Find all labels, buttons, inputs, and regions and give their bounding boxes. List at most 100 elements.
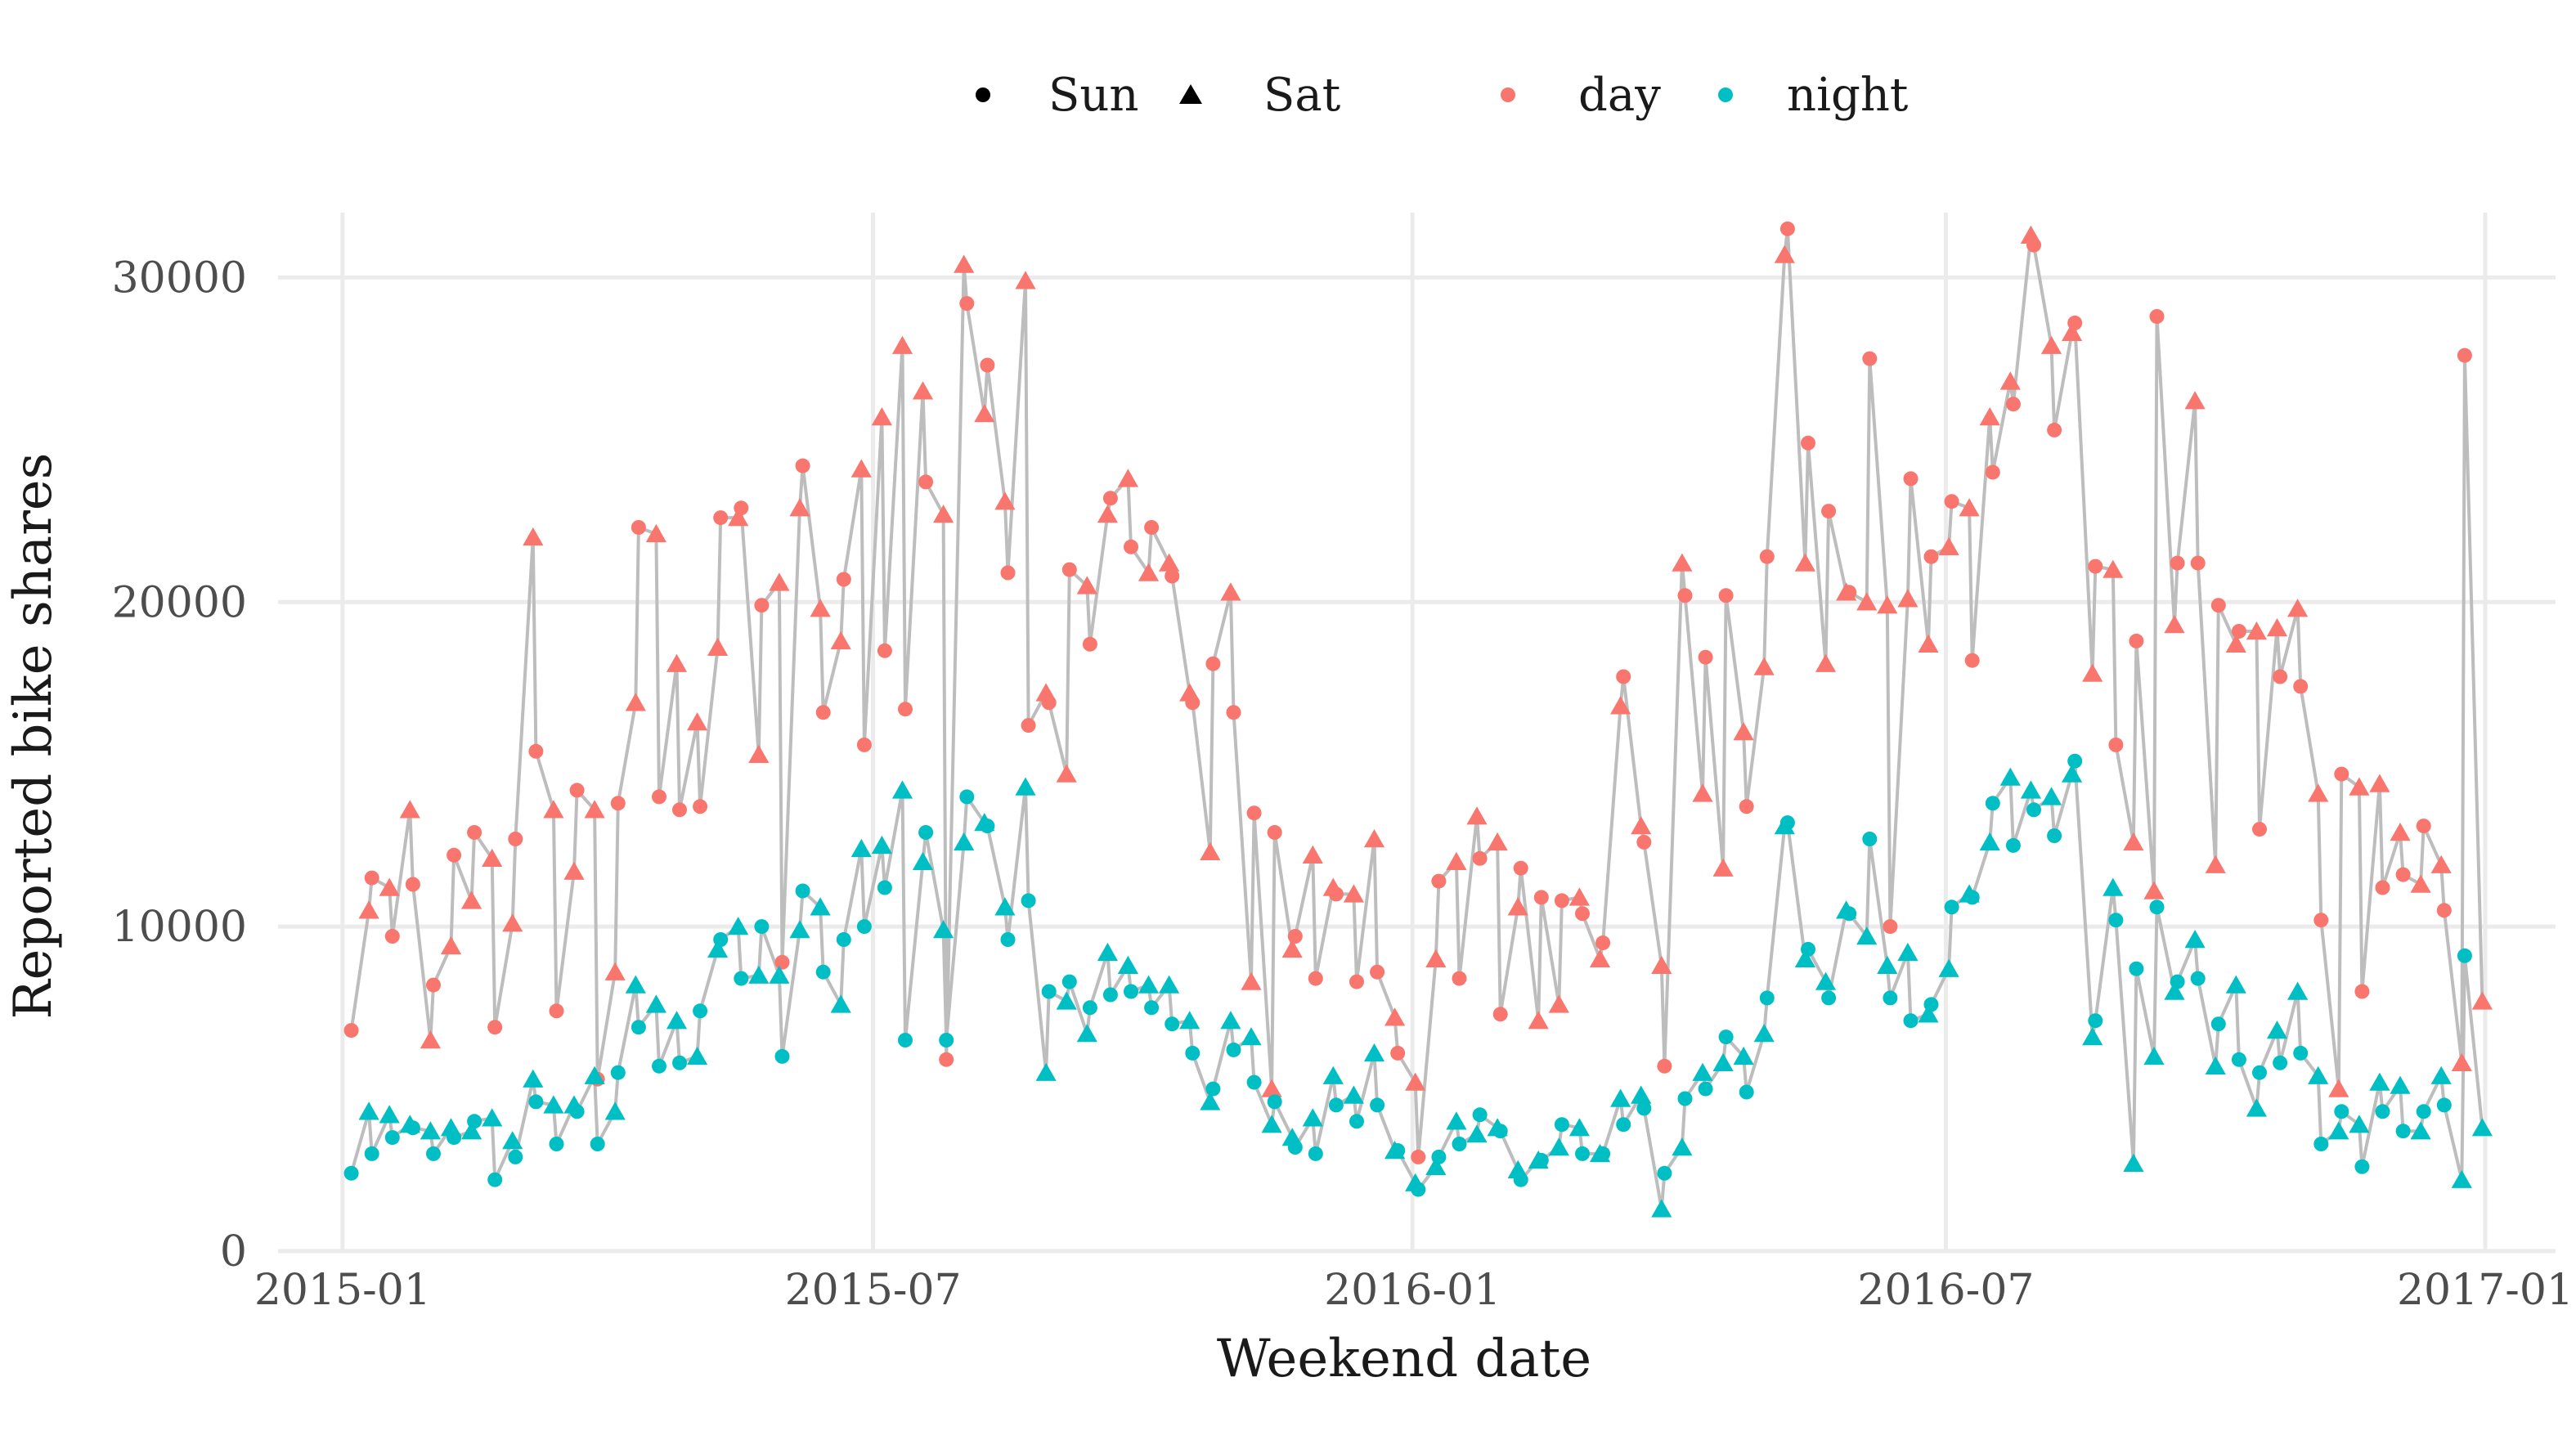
- point-night-sun: [693, 1003, 708, 1019]
- point-night-sat: [2246, 1098, 2267, 1117]
- point-night-sat: [1056, 991, 1077, 1010]
- point-day-sun: [426, 977, 441, 993]
- legend-label-sun: Sun: [1048, 69, 1139, 122]
- point-night-sun: [1082, 1000, 1097, 1016]
- point-night-sat: [954, 832, 975, 851]
- point-day-sun: [384, 929, 400, 944]
- point-day-sun: [2026, 237, 2041, 253]
- point-day-sat: [379, 877, 400, 896]
- point-day-sat: [1918, 634, 1939, 653]
- point-night-sun: [1411, 1182, 1426, 1197]
- point-day-sat: [994, 491, 1016, 510]
- point-day-sat: [954, 254, 975, 273]
- point-day-sun: [1102, 491, 1118, 506]
- legend-label-sat: Sat: [1263, 69, 1341, 122]
- point-night-sat: [584, 1065, 605, 1084]
- point-day-sun: [1842, 585, 1857, 600]
- point-day-sun: [1349, 974, 1364, 989]
- point-day-sat: [974, 404, 995, 423]
- point-day-sun: [774, 954, 790, 970]
- point-night-sun: [1739, 1084, 1754, 1100]
- point-night-sun: [1801, 941, 1815, 957]
- point-day-sat: [2123, 832, 2144, 851]
- point-day-sun: [467, 825, 482, 840]
- point-day-sun: [1061, 562, 1077, 577]
- point-day-sat: [1138, 563, 1160, 581]
- point-day-sat: [2287, 599, 2309, 617]
- point-night-sat: [1446, 1111, 1467, 1130]
- point-night-sun: [1267, 1094, 1282, 1110]
- point-day-sun: [1636, 834, 1652, 850]
- point-night-sun: [734, 971, 749, 986]
- point-day-sat: [1015, 271, 1036, 289]
- point-night-sun: [610, 1065, 626, 1080]
- point-day-sat: [1897, 589, 1919, 608]
- point-day-sat: [1733, 722, 1754, 741]
- point-night-sat: [2184, 930, 2206, 949]
- data-points: [343, 221, 2493, 1218]
- point-day-sun: [2190, 555, 2206, 571]
- y-axis-ticks: 0 10000 20000 30000: [112, 253, 247, 1276]
- point-day-sat: [2266, 618, 2288, 637]
- point-night-sun: [2231, 1052, 2246, 1067]
- point-day-sun: [569, 783, 585, 798]
- point-night-sat: [2103, 877, 2124, 896]
- point-night-sun: [1779, 815, 1795, 831]
- point-night-sun: [1944, 899, 1959, 915]
- point-day-sat: [1568, 887, 1590, 906]
- point-night-sat: [1712, 1052, 1734, 1071]
- point-night-sun: [2457, 948, 2472, 963]
- point-day-sun: [1267, 825, 1282, 840]
- point-night-sat: [728, 917, 749, 935]
- point-night-sat: [2287, 981, 2309, 1000]
- point-day-sun: [1862, 351, 1878, 366]
- point-day-sun: [1944, 494, 1959, 509]
- point-day-sun: [1082, 636, 1097, 652]
- point-day-sat: [1753, 657, 1775, 675]
- point-day-sat: [1056, 764, 1077, 783]
- y-tick-label: 20000: [112, 578, 247, 627]
- point-night-sat: [1651, 1199, 1672, 1218]
- point-night-sun: [1021, 893, 1036, 908]
- point-night-sat: [2410, 1121, 2431, 1140]
- point-day-sat: [1343, 884, 1364, 903]
- point-night-sun: [384, 1130, 400, 1146]
- point-day-sat: [1877, 595, 1898, 614]
- point-night-sun: [2149, 899, 2165, 915]
- point-night-sat: [1631, 1085, 1652, 1104]
- point-night-sun: [2170, 974, 2185, 989]
- x-axis-ticks: 2015-01 2015-07 2016-01 2016-07 2017-01: [254, 1266, 2574, 1315]
- point-night-sat: [2430, 1065, 2452, 1084]
- point-day-sat: [2062, 322, 2083, 341]
- point-night-sun: [959, 789, 975, 805]
- point-day-sat: [1548, 994, 1569, 1013]
- point-night-sun: [508, 1149, 523, 1164]
- point-night-sun: [1041, 984, 1057, 999]
- point-night-sat: [2390, 1075, 2411, 1094]
- point-night-sat: [645, 994, 666, 1013]
- point-night-sat: [1322, 1065, 1344, 1084]
- point-day-sun: [1657, 1058, 1672, 1074]
- point-night-sun: [1226, 1042, 1241, 1057]
- point-day-sat: [1097, 505, 1118, 523]
- point-day-sun: [1431, 873, 1447, 889]
- point-day-sun: [1226, 705, 1241, 720]
- point-day-sat: [1794, 553, 1815, 572]
- point-night-sat: [604, 1101, 626, 1120]
- point-day-sat: [2143, 881, 2165, 899]
- point-day-sat: [1220, 582, 1241, 601]
- point-day-sun: [1308, 971, 1323, 986]
- point-night-sat: [1733, 1046, 1754, 1065]
- point-night-sat: [2308, 1065, 2329, 1084]
- point-day-sun: [918, 474, 934, 490]
- point-day-sun: [1759, 549, 1775, 564]
- point-night-sat: [1466, 1124, 1488, 1143]
- point-night-sat: [933, 920, 954, 939]
- point-day-sat: [1446, 851, 1467, 870]
- point-night-sun: [815, 964, 831, 980]
- point-night-sat: [707, 939, 729, 958]
- point-day-sun: [713, 510, 729, 526]
- point-night-sat: [543, 1095, 564, 1114]
- point-night-sat: [2328, 1121, 2349, 1140]
- point-day-sat: [2040, 335, 2062, 354]
